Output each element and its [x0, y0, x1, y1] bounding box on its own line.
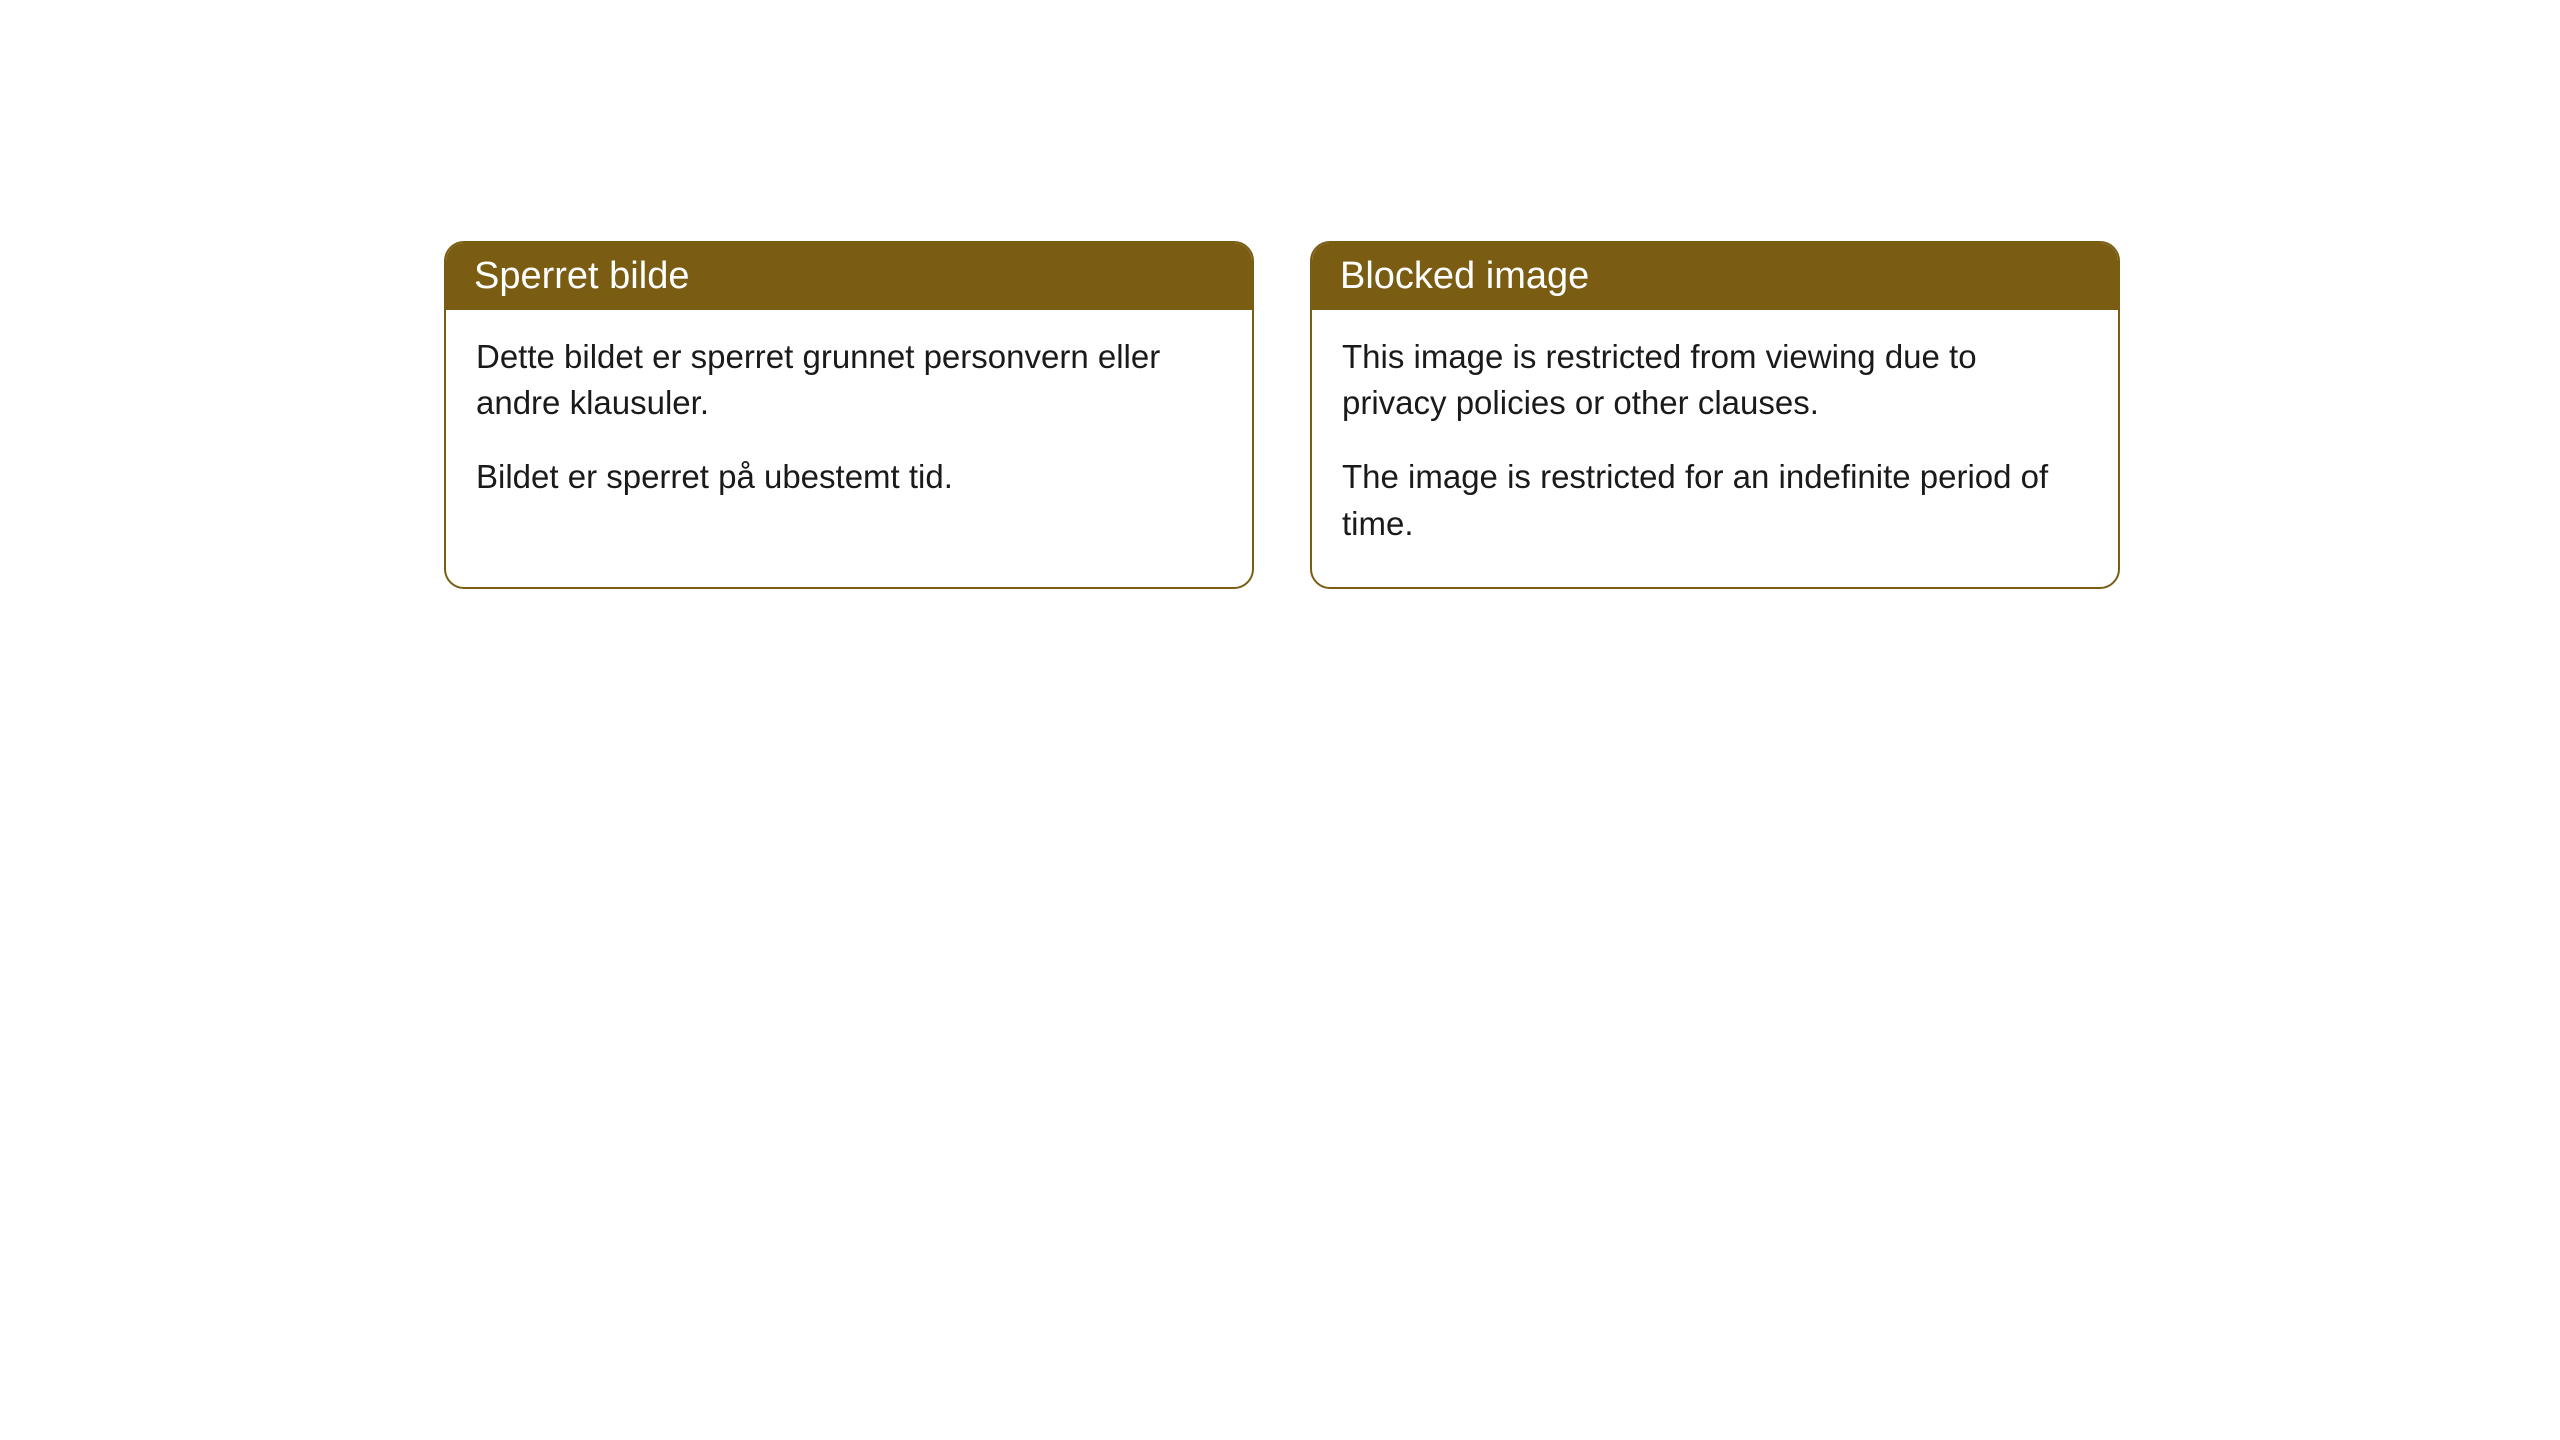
cards-container: Sperret bilde Dette bildet er sperret gr…: [0, 0, 2560, 589]
card-header-english: Blocked image: [1312, 243, 2118, 310]
card-paragraph2-english: The image is restricted for an indefinit…: [1342, 454, 2088, 546]
card-paragraph1-norwegian: Dette bildet er sperret grunnet personve…: [476, 334, 1222, 426]
card-title-english: Blocked image: [1340, 255, 1589, 297]
card-body-english: This image is restricted from viewing du…: [1312, 310, 2118, 587]
card-body-norwegian: Dette bildet er sperret grunnet personve…: [446, 310, 1252, 541]
card-paragraph2-norwegian: Bildet er sperret på ubestemt tid.: [476, 454, 1222, 500]
card-norwegian: Sperret bilde Dette bildet er sperret gr…: [444, 241, 1254, 589]
card-title-norwegian: Sperret bilde: [474, 255, 689, 297]
card-paragraph1-english: This image is restricted from viewing du…: [1342, 334, 2088, 426]
card-header-norwegian: Sperret bilde: [446, 243, 1252, 310]
card-english: Blocked image This image is restricted f…: [1310, 241, 2120, 589]
